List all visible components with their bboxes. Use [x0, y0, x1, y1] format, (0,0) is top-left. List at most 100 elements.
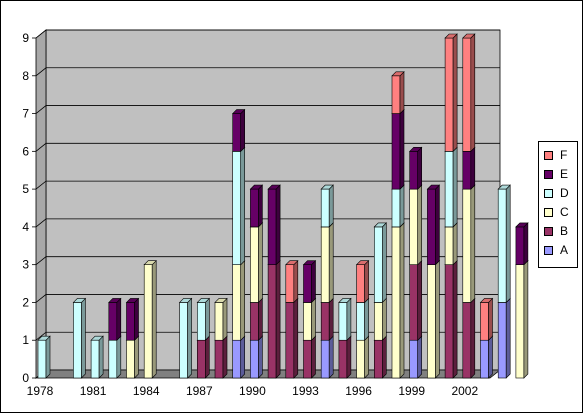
- y-tick-label: 3: [22, 258, 29, 272]
- bar-1992-B: [285, 297, 299, 379]
- legend-swatch: [544, 227, 553, 236]
- bar-1991-E: [267, 184, 281, 266]
- legend-label: D: [560, 186, 569, 200]
- bar-1996-F: [355, 259, 370, 304]
- x-tick-label: 2002: [451, 384, 478, 398]
- bar-1998-F: [391, 71, 405, 115]
- x-tick-label: 1993: [292, 384, 319, 398]
- x-tick-label: 1987: [186, 384, 213, 398]
- bar-1994-C: [320, 222, 334, 304]
- x-tick-label: 1990: [239, 384, 266, 398]
- bar-1989-A: [231, 335, 246, 379]
- y-tick-label: 5: [22, 182, 29, 196]
- bar-1993-E: [302, 259, 317, 304]
- bar-2002-F: [462, 33, 476, 153]
- bar-1997-D: [373, 222, 388, 304]
- bar-1988-B: [214, 335, 228, 379]
- x-tick-label: 1984: [133, 384, 160, 398]
- y-tick-label: 2: [22, 295, 29, 309]
- bar-1994-B: [320, 297, 334, 341]
- y-axis-ticks: 0 1 2 3 4 5 6 7 8 9: [22, 31, 36, 385]
- y-tick-label: 9: [22, 31, 29, 45]
- bar-1987-D: [196, 297, 211, 341]
- bar-1998-D: [391, 184, 405, 228]
- gridline: [35, 218, 500, 228]
- x-axis-ticks: 1978 1981 1984 1987 1990 1993 1996 1999 2002: [27, 384, 479, 398]
- bar-1989-C: [231, 259, 246, 341]
- legend-label: C: [560, 205, 569, 219]
- bar-1999-C: [408, 184, 423, 266]
- y-tick-label: 8: [22, 69, 29, 83]
- bar-1986-D: [178, 297, 193, 379]
- legend-label: A: [560, 243, 569, 257]
- bar-1994-A: [320, 335, 334, 379]
- bar-1994-D: [320, 184, 334, 228]
- legend-item-C: C: [544, 205, 576, 219]
- gridline: [35, 142, 500, 152]
- bar-1982-D: [108, 335, 122, 379]
- bar-1995-D: [338, 297, 352, 341]
- gridline: [35, 256, 500, 265]
- legend-item-A: A: [544, 243, 576, 257]
- bar-1990-E: [249, 184, 264, 228]
- bar-1996-C: [355, 335, 370, 379]
- legend-item-E: E: [544, 167, 576, 181]
- bar-2001-F: [444, 33, 458, 153]
- side-wall: [35, 29, 47, 379]
- bar-2000-E: [426, 184, 441, 266]
- bar-1996-D: [355, 297, 370, 341]
- bar-2005-E: [515, 222, 529, 266]
- bar-1989-E: [231, 108, 246, 153]
- bar-2002-C: [462, 184, 476, 304]
- bar-2001-C: [444, 222, 458, 266]
- bar-1990-B: [249, 297, 264, 341]
- bar-2001-B: [444, 259, 458, 379]
- bar-1993-B: [302, 335, 317, 379]
- bar-2001-D: [444, 146, 458, 228]
- x-tick-label: 1999: [398, 384, 425, 398]
- bar-1990-A: [249, 335, 264, 379]
- bar-1984-C: [143, 259, 157, 379]
- y-tick-label: 4: [22, 220, 29, 234]
- bar-1988-C: [214, 297, 228, 341]
- bar-1999-A: [408, 335, 423, 379]
- bar-2002-B: [462, 297, 476, 379]
- gridline: [35, 294, 500, 303]
- bar-1999-E: [408, 146, 423, 190]
- y-tick-label: 1: [22, 333, 29, 347]
- bar-1978-D: [37, 335, 51, 379]
- legend-label: E: [560, 167, 569, 181]
- bar-1997-C: [373, 297, 388, 341]
- bar-1983-C: [125, 335, 140, 379]
- legend-swatch: [544, 189, 553, 198]
- bar-2002-E: [462, 146, 476, 190]
- bar-1980-D: [72, 297, 87, 379]
- bar-2004-A: [497, 297, 511, 379]
- legend-swatch: [544, 208, 553, 217]
- x-tick-label: 1981: [80, 384, 107, 398]
- y-tick-label: 7: [22, 107, 29, 121]
- gridline: [35, 105, 500, 114]
- gridline: [35, 180, 500, 190]
- legend-item-F: F: [544, 148, 576, 162]
- legend-label: B: [560, 224, 569, 238]
- bar-1999-B: [408, 259, 423, 341]
- y-tick-label: 0: [22, 371, 29, 385]
- bar-1983-E: [125, 297, 140, 341]
- bar-2003-A: [479, 335, 494, 379]
- gridline: [35, 29, 500, 39]
- bar-1990-C: [249, 222, 264, 304]
- bar-1997-B: [373, 335, 388, 379]
- y-tick-label: 6: [22, 144, 29, 158]
- x-tick-label: 1978: [27, 384, 54, 398]
- legend-swatch: [544, 151, 553, 160]
- bar-1981-D: [90, 335, 104, 379]
- bar-1991-B: [267, 259, 281, 379]
- bar-2000-C: [426, 259, 441, 379]
- bar-1987-B: [196, 335, 211, 379]
- legend-swatch: [544, 170, 553, 179]
- bar-1982-E: [108, 297, 122, 341]
- bars: [37, 33, 529, 379]
- legend-item-B: B: [544, 224, 576, 238]
